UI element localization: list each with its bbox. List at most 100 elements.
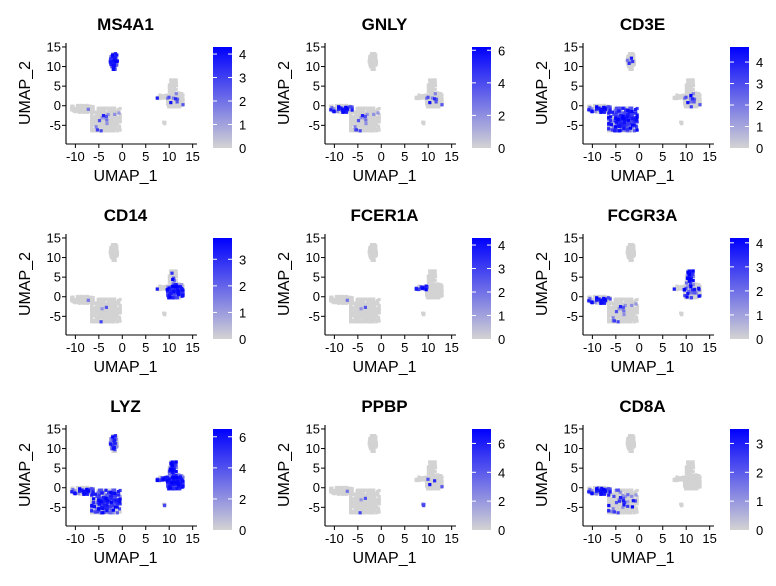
cell-point — [96, 108, 100, 112]
cell-point — [102, 111, 106, 115]
cell-point — [426, 281, 430, 285]
cell-point — [373, 63, 377, 67]
cell-point — [421, 286, 425, 290]
cell-point — [434, 288, 438, 292]
cell-point — [364, 118, 368, 122]
cell-point — [369, 119, 373, 123]
cell-point — [690, 82, 694, 86]
cell-point — [440, 288, 444, 292]
cell-point — [105, 314, 109, 318]
cell-point — [169, 101, 173, 105]
y-tick-label: -5 — [49, 118, 61, 133]
cell-point — [91, 312, 95, 316]
x-tick-label: 15 — [444, 149, 458, 164]
x-tick-label: -10 — [66, 340, 85, 355]
cell-point — [364, 123, 368, 127]
cell-point — [104, 106, 108, 110]
cell-point — [368, 249, 372, 253]
x-tick-label: 5 — [142, 149, 149, 164]
cell-point — [351, 120, 355, 124]
cell-point — [95, 311, 99, 315]
cell-point — [83, 104, 87, 108]
cell-point — [354, 311, 358, 315]
y-tick-label: 15 — [306, 39, 320, 54]
cell-point — [439, 286, 443, 290]
cell-point — [108, 106, 112, 110]
cell-point — [615, 107, 619, 111]
cell-point — [374, 56, 378, 60]
y-tick-label: 15 — [47, 39, 61, 54]
cell-point — [167, 105, 171, 109]
cell-point — [163, 120, 167, 124]
x-tick-label: 5 — [142, 340, 149, 355]
cell-point — [422, 311, 426, 315]
cell-point — [101, 126, 105, 130]
cell-point — [78, 105, 82, 110]
cell-point — [180, 283, 184, 287]
colorbar-label: 2 — [498, 108, 505, 123]
cell-point — [687, 78, 691, 82]
cell-point — [695, 105, 699, 109]
cell-point — [168, 295, 172, 299]
cell-point — [607, 115, 611, 119]
colorbar-label: 0 — [239, 141, 246, 156]
cell-point — [356, 302, 360, 306]
cell-point — [359, 307, 363, 311]
cell-point — [368, 63, 372, 67]
cell-point — [352, 110, 357, 114]
cell-point — [364, 317, 368, 321]
cell-point — [684, 105, 688, 109]
cell-point — [114, 116, 118, 120]
cell-point — [432, 296, 436, 300]
cell-point — [619, 111, 623, 115]
cell-point — [113, 251, 117, 255]
cell-point — [608, 106, 612, 110]
cell-point — [117, 299, 121, 303]
cell-point — [588, 106, 592, 110]
cell-point — [433, 81, 437, 85]
cell-point — [600, 104, 604, 108]
cell-point — [424, 284, 428, 288]
cell-point — [176, 289, 180, 293]
cell-point — [71, 296, 75, 300]
colorbar — [730, 47, 749, 148]
cell-point — [355, 106, 359, 110]
cell-point — [368, 308, 372, 312]
cell-point — [372, 112, 376, 116]
cell-point — [610, 128, 614, 132]
cell-point — [330, 106, 334, 110]
cell-point — [436, 288, 440, 292]
cell-point — [371, 117, 375, 122]
cell-point — [431, 292, 435, 296]
x-tick-label: 5 — [401, 340, 408, 355]
cell-point — [344, 301, 349, 305]
cell-point — [608, 110, 612, 114]
cell-point — [172, 289, 176, 293]
cell-point — [95, 112, 99, 116]
cell-point — [429, 279, 433, 283]
cell-point — [94, 125, 98, 129]
cell-point — [628, 65, 632, 69]
cell-point — [426, 101, 430, 105]
cell-point — [166, 290, 170, 294]
x-tick-label: -10 — [325, 149, 344, 164]
cell-point — [626, 249, 630, 253]
colorbar-label: 0 — [498, 141, 505, 156]
cell-point — [618, 126, 622, 130]
cell-point — [101, 304, 105, 308]
cell-point — [612, 123, 616, 127]
cell-point — [359, 116, 363, 120]
cell-point — [354, 303, 358, 307]
cell-point — [155, 287, 159, 291]
cell-point — [97, 111, 101, 115]
cell-point — [351, 320, 356, 324]
cell-point — [360, 126, 364, 130]
cell-point — [173, 105, 177, 109]
cell-point — [342, 104, 346, 108]
cell-point — [109, 308, 113, 312]
cell-point — [629, 258, 633, 262]
cell-point — [626, 254, 630, 258]
x-tick-label: 15 — [444, 340, 458, 355]
cell-point — [173, 78, 177, 82]
